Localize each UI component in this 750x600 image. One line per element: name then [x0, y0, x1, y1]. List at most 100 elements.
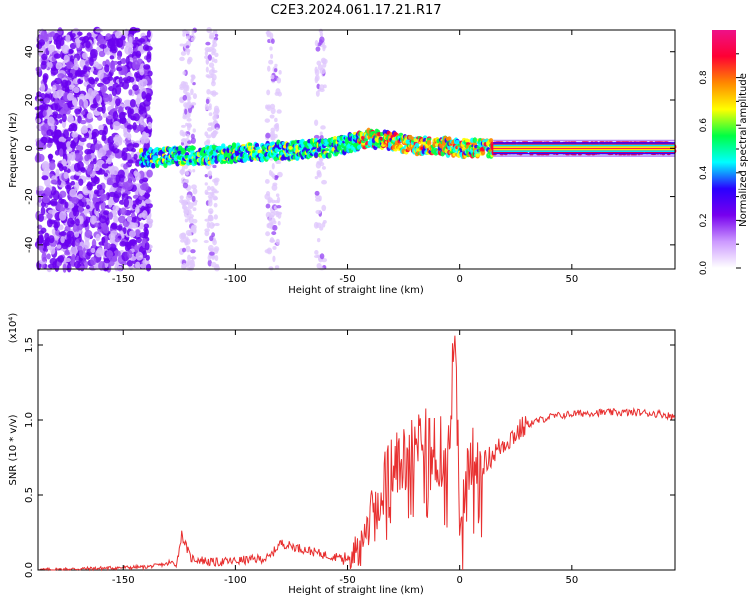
spectrogram-cell [52, 111, 59, 117]
spectrogram-cell [142, 44, 150, 52]
spectrogram-cell [50, 198, 58, 207]
spectrogram-cell [84, 73, 89, 82]
spectrogram-cell [143, 223, 149, 229]
spectrogram-cell [192, 169, 196, 173]
spectrogram-cell [135, 251, 144, 261]
spectrogram-cell [179, 86, 185, 91]
spectrogram-cell [71, 240, 76, 247]
spectrogram-cell [145, 94, 152, 102]
spectrogram-cell [104, 64, 110, 73]
spectrogram-cell [186, 112, 191, 119]
spectrogram-cell [181, 247, 187, 253]
spectrogram-cell [52, 32, 61, 43]
spectrogram-cell [179, 43, 185, 47]
spectrogram-cell [314, 39, 319, 47]
spectrogram-cell [321, 165, 326, 170]
spectrogram-cell [101, 86, 106, 97]
spectrogram-cell [113, 250, 121, 257]
spectrogram-cell [277, 212, 282, 219]
spectrogram-cell [86, 166, 93, 175]
spectrogram-cell [85, 40, 91, 49]
spectrogram-cell [70, 246, 79, 255]
spectrogram-cell [96, 184, 103, 191]
spectrogram-cell [413, 138, 418, 142]
spectrogram-cell [182, 81, 187, 88]
spectrogram-cell [69, 188, 77, 198]
spectrogram-cell [183, 102, 189, 108]
spectrogram-cell [84, 239, 90, 250]
spectrogram-cell [191, 145, 196, 151]
spectrogram-cell [321, 179, 327, 185]
spectrogram-cell [140, 78, 148, 87]
spectrogram-cell [190, 249, 196, 254]
spectrogram-cell [275, 193, 280, 198]
spectrogram-cell [107, 115, 113, 120]
spectrogram-cell [112, 205, 120, 212]
spectrogram-cell [60, 236, 65, 244]
spectrogram-cell [273, 68, 278, 73]
snr-xtick-label: -100 [224, 575, 247, 586]
spectrogram-cell [46, 218, 53, 228]
spectrogram-cell [54, 102, 61, 112]
spectrogram-cell [114, 237, 121, 243]
spectrogram-cell [85, 204, 90, 210]
spectrogram-cell [146, 53, 152, 63]
spectrogram-cell [85, 60, 90, 67]
spectrogram-cell [185, 238, 191, 245]
spectrogram-cell [207, 259, 212, 267]
spectrogram-cell [74, 108, 82, 115]
spectrogram-cell [208, 112, 213, 117]
spectrogram-cell [129, 99, 136, 108]
spectrogram-cell [58, 198, 65, 205]
spectrogram-cell [147, 121, 153, 130]
spectrogram-cell [206, 134, 212, 139]
spectrogram-ytick-label: -40 [24, 237, 35, 253]
spectrogram-cell [73, 260, 81, 269]
spectrogram-cell [109, 55, 115, 60]
spectrogram-cell [66, 263, 72, 273]
snr-axes: -150 -100 -50 0 50 0.0 0.5 1.0 1.5 [24, 330, 675, 586]
spectrogram-cell [132, 142, 140, 148]
spectrogram-cell [274, 175, 279, 179]
spectrogram-cell [138, 109, 144, 115]
spectrogram-cell [266, 30, 270, 37]
spectrogram-cell [180, 168, 184, 176]
spectrogram-cell [191, 256, 197, 260]
spectrogram-cell [276, 196, 281, 204]
spectrogram-cell [132, 60, 140, 70]
spectrogram-cell [47, 263, 55, 269]
spectrogram-cell [77, 31, 83, 36]
spectrogram-cell [114, 30, 123, 39]
spectrogram-cell [110, 66, 116, 73]
spectrogram-cell [327, 152, 332, 159]
spectrogram-cell [107, 135, 115, 145]
spectrogram-cell [317, 171, 322, 178]
spectrogram-cell [78, 140, 85, 147]
spectrogram-cell [41, 252, 47, 263]
spectrogram-cell [205, 98, 210, 105]
spectrogram-cell [319, 31, 324, 37]
spectrogram-cell [185, 194, 192, 201]
spectrogram-cell [270, 107, 276, 115]
spectrogram-cell [58, 99, 66, 107]
spectrogram-cell [211, 191, 215, 198]
spectrogram-cell [117, 169, 125, 179]
spectrogram-cell [114, 263, 120, 272]
spectrogram-cell [87, 130, 92, 141]
spectrogram-cell [206, 185, 211, 191]
spectrogram-cell [96, 46, 101, 53]
spectrogram-cell [96, 115, 103, 121]
spectrogram-cell [206, 88, 211, 95]
spectrogram-cell [116, 187, 122, 193]
spectrogram-cell [66, 182, 72, 190]
spectrogram-cell [319, 253, 325, 260]
spectrogram-cell [132, 122, 137, 131]
spectrogram-cell [67, 127, 75, 132]
spectrogram-cell [191, 74, 195, 81]
spectrogram-cell [180, 138, 187, 143]
spectrogram-cell [204, 55, 209, 60]
spectrogram-cell [84, 229, 93, 238]
spectrogram-cell [84, 154, 90, 162]
spectrogram-cell [192, 187, 198, 195]
spectrogram-cell [38, 39, 46, 47]
